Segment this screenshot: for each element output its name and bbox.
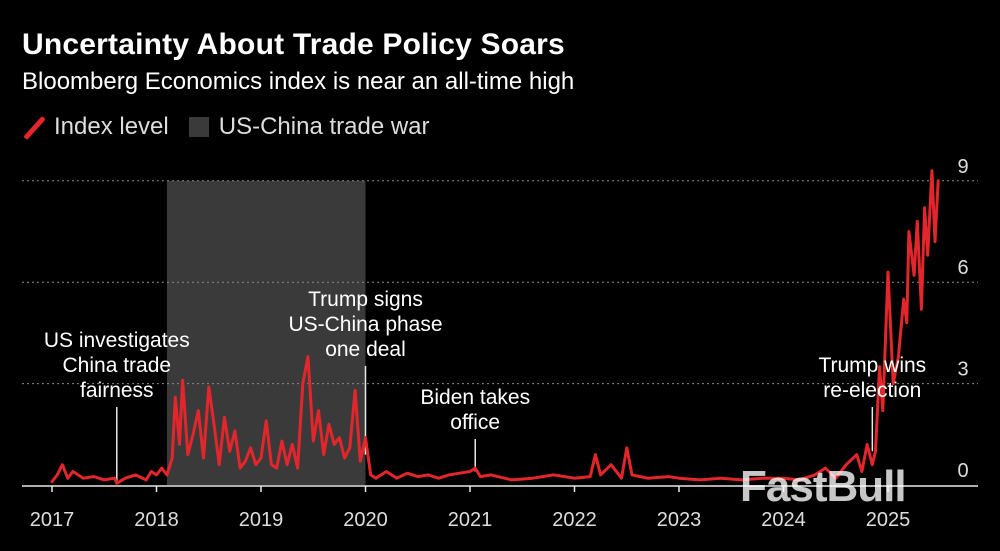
annotation-0-line-0: US investigates — [44, 329, 190, 352]
chart-legend: Index level US-China trade war — [22, 112, 450, 142]
chart-subtitle: Bloomberg Economics index is near an all… — [22, 68, 575, 95]
y-tick-label-6: 6 — [957, 257, 968, 279]
annotation-0-line-1: China trade — [63, 354, 172, 377]
annotation-2-line-1: office — [450, 411, 500, 434]
x-tick-label-2020: 2020 — [343, 509, 388, 531]
annotation-3-line-1: re-election — [823, 379, 921, 402]
annotation-0-line-2: fairness — [80, 379, 154, 402]
legend-item-trade-war: US-China trade war — [188, 113, 430, 141]
legend-label-index-level: Index level — [54, 113, 169, 140]
legend-item-index-level: Index level — [22, 113, 169, 141]
x-tick-label-2025: 2025 — [866, 509, 911, 531]
y-tick-label-0: 0 — [957, 460, 968, 482]
x-tick-label-2021: 2021 — [448, 509, 493, 531]
legend-label-trade-war: US-China trade war — [218, 113, 430, 140]
index-level-line — [50, 169, 940, 485]
x-tick-label-2017: 2017 — [30, 509, 75, 531]
y-tick-label-9: 9 — [957, 156, 968, 178]
y-tick-label-3: 3 — [957, 359, 968, 381]
annotation-2-line-0: Biden takes — [420, 386, 530, 409]
x-tick-label-2022: 2022 — [552, 509, 597, 531]
x-tick-label-2019: 2019 — [239, 509, 284, 531]
chart-title: Uncertainty About Trade Policy Soars — [22, 28, 565, 61]
annotation-1-line-0: Trump signs — [308, 288, 423, 311]
fastbull-watermark: FastBull — [740, 462, 907, 511]
x-tick-label-2018: 2018 — [134, 509, 179, 531]
x-tick-label-2023: 2023 — [657, 509, 702, 531]
x-tick-label-2024: 2024 — [761, 509, 806, 531]
annotation-1-line-2: one deal — [325, 338, 406, 361]
annotation-3-line-0: Trump wins — [818, 354, 926, 377]
trade-war-swatch-icon — [188, 117, 209, 137]
annotation-1-line-1: US-China phase — [288, 313, 442, 336]
